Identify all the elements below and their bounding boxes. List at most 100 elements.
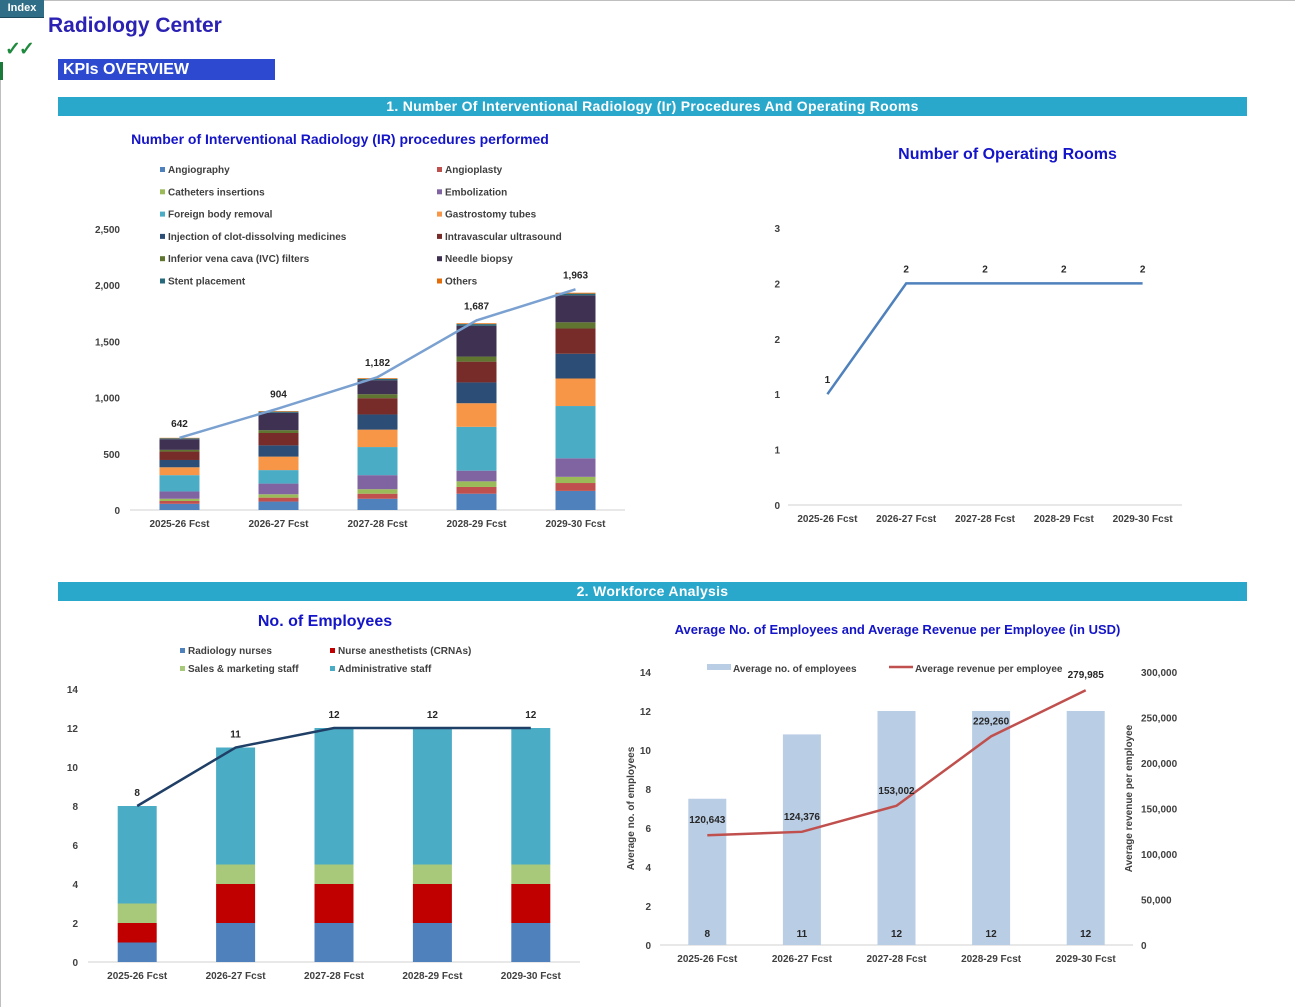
bar-injection-of-clot-dissolving-medicines: [159, 459, 200, 468]
y-tick-label: 6: [72, 841, 78, 852]
bar-foreign-body-removal: [357, 447, 398, 476]
y-tick-label: 0: [72, 958, 78, 969]
y-tick-label: 1: [774, 446, 780, 457]
legend-label: Angioplasty: [445, 165, 503, 176]
y-tick-label: 2,000: [95, 281, 120, 292]
y-tick-label: 4: [645, 863, 651, 874]
y-tick-label: 1,000: [95, 394, 120, 405]
y-tick-label: 2,500: [95, 225, 120, 236]
x-tick-label: 2028-29 Fcst: [961, 954, 1022, 965]
bar-inferior-vena-cava-ivc-filters: [258, 430, 299, 434]
ir-chart-title: Number of Interventional Radiology (IR) …: [131, 131, 549, 147]
line-data-label: 124,376: [784, 812, 821, 823]
bar-nurse-anesthetists-crnas: [216, 884, 256, 923]
legend-swatch-average-employees: [707, 664, 731, 670]
y-axis-title: Average no. of employees: [626, 746, 637, 870]
bar-angiography: [258, 501, 299, 510]
y2-tick-label: 150,000: [1141, 805, 1178, 816]
bar-angiography: [357, 498, 398, 510]
bar-angiography: [159, 503, 200, 510]
bar-embolization: [258, 483, 299, 495]
x-tick-label: 2029-30 Fcst: [1113, 514, 1174, 525]
bar-intravascular-ultrasound: [357, 398, 398, 415]
bar-others: [258, 411, 299, 412]
x-tick-label: 2026-27 Fcst: [876, 514, 937, 525]
y-tick-label: 8: [645, 785, 651, 796]
bar-stent-placement: [555, 293, 596, 296]
bar-angioplasty: [258, 497, 299, 502]
page-title: Radiology Center: [48, 14, 222, 37]
bar-administrative-staff: [412, 728, 452, 865]
section-header-procedures: 1. Number Of Interventional Radiology (I…: [58, 97, 1247, 116]
line-data-label: 229,260: [973, 716, 1010, 727]
y-tick-label: 0: [114, 506, 120, 517]
legend-label: Others: [445, 277, 478, 288]
bar-administrative-staff: [511, 728, 551, 865]
total-data-label: 12: [427, 710, 439, 721]
x-tick-label: 2029-30 Fcst: [545, 519, 606, 530]
bar-data-label: 8: [705, 929, 711, 940]
y2-tick-label: 200,000: [1141, 759, 1178, 770]
data-label: 2: [1140, 264, 1146, 275]
y2-tick-label: 100,000: [1141, 850, 1178, 861]
x-tick-label: 2025-26 Fcst: [797, 514, 858, 525]
x-tick-label: 2026-27 Fcst: [772, 954, 833, 965]
bar-administrative-staff: [216, 747, 256, 865]
bar-gastrostomy-tubes: [357, 429, 398, 448]
legend-label: Stent placement: [168, 277, 246, 288]
bar-catheters-insertions: [357, 489, 398, 494]
y-tick-label: 2: [774, 279, 780, 290]
y-tick-label: 12: [640, 707, 652, 718]
bar-nurse-anesthetists-crnas: [412, 884, 452, 923]
x-tick-label: 2026-27 Fcst: [206, 971, 267, 982]
bar-gastrostomy-tubes: [456, 403, 497, 427]
bar-radiology-nurses: [412, 923, 452, 962]
bar-intravascular-ultrasound: [555, 328, 596, 354]
bar-embolization: [456, 470, 497, 482]
y-tick-label: 2: [774, 335, 780, 346]
bar-embolization: [159, 491, 200, 499]
bar-stent-placement: [258, 411, 299, 413]
x-tick-label: 2029-30 Fcst: [501, 971, 562, 982]
check-marks-icon: ✓✓: [5, 39, 35, 60]
bar-gastrostomy-tubes: [258, 456, 299, 471]
legend-swatch-administrative-staff: [330, 666, 335, 671]
bar-needle-biopsy: [357, 380, 398, 395]
bar-average-employees: [877, 711, 916, 945]
bar-foreign-body-removal: [159, 475, 200, 492]
line-data-label: 120,643: [689, 815, 726, 826]
index-button[interactable]: Index: [0, 0, 44, 18]
bar-nurse-anesthetists-crnas: [117, 923, 157, 943]
bar-stent-placement: [456, 324, 497, 326]
y-tick-label: 10: [67, 763, 79, 774]
bar-sales-marketing-staff: [412, 864, 452, 884]
bar-angiography: [555, 490, 596, 510]
data-label: 1: [825, 375, 831, 386]
legend-swatch-nurse-anesthetists-crnas: [330, 648, 335, 653]
total-employees-line: [136, 726, 531, 808]
bar-foreign-body-removal: [258, 470, 299, 484]
legend-swatch-catheters-insertions: [160, 189, 165, 195]
y-tick-label: 3: [774, 224, 780, 235]
y2-tick-label: 50,000: [1141, 896, 1172, 907]
legend-swatch-embolization: [437, 189, 442, 195]
total-data-label: 12: [328, 710, 340, 721]
legend-label: Administrative staff: [338, 664, 432, 675]
y2-axis-title: Average revenue per employee: [1124, 724, 1135, 872]
operating-rooms-chart: 0 1 1 2 2 3 1 2 2 2 2 2025-26 Fcst 2026-27 Fcst 2027-…: [774, 224, 1182, 525]
legend-label: Radiology nurses: [188, 646, 272, 657]
bar-angioplasty: [555, 483, 596, 491]
bar-gastrostomy-tubes: [555, 378, 596, 407]
legend-label: Nurse anesthetists (CRNAs): [338, 646, 471, 657]
y-tick-label: 1: [774, 390, 780, 401]
avg-chart-title: Average No. of Employees and Average Rev…: [674, 622, 1121, 637]
bar-inferior-vena-cava-ivc-filters: [456, 356, 497, 362]
legend-swatch-needle-biopsy: [437, 256, 442, 262]
bar-sales-marketing-staff: [511, 864, 551, 884]
x-tick-label: 2025-26 Fcst: [677, 954, 738, 965]
legend-label: Intravascular ultrasound: [445, 232, 562, 243]
left-accent: [0, 62, 3, 80]
x-tick-label: 2026-27 Fcst: [248, 519, 309, 530]
bar-intravascular-ultrasound: [258, 433, 299, 446]
legend-label: Injection of clot-dissolving medicines: [168, 232, 347, 243]
